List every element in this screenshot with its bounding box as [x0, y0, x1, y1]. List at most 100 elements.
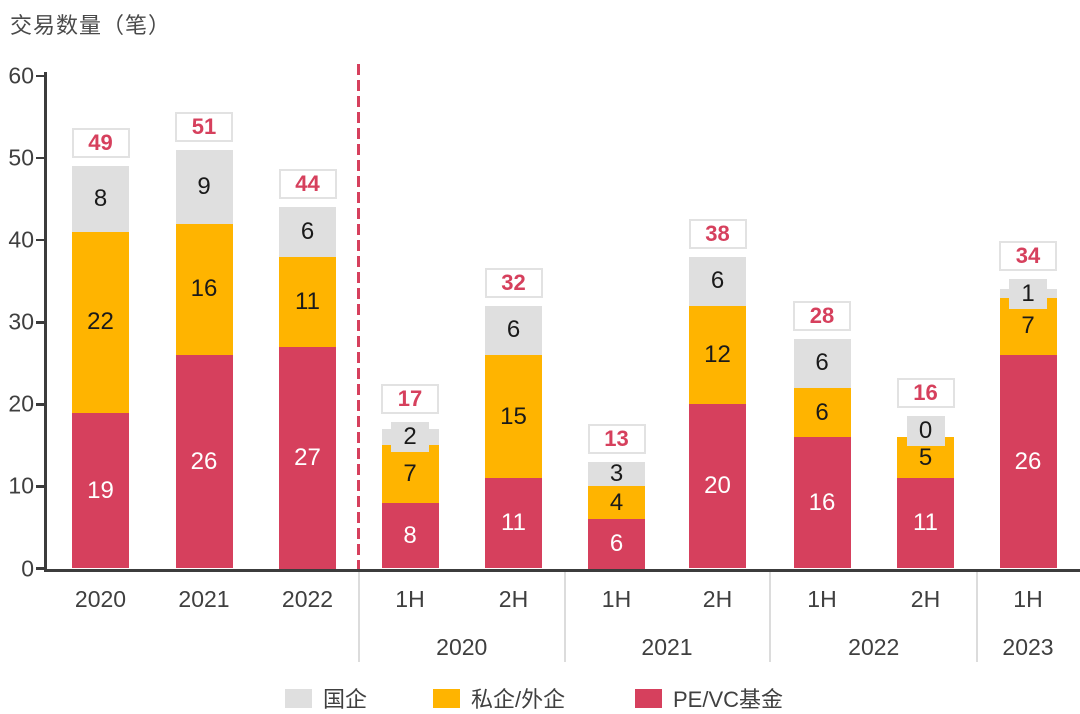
segment-value-label: 27 [294, 443, 321, 471]
segment-value-label: 19 [87, 476, 114, 504]
segment-value-label: 6 [815, 398, 829, 426]
bar-segment-private [381, 445, 439, 503]
x-group-year-label: 2020 [436, 634, 488, 660]
total-value-box: 44 [278, 169, 337, 200]
segment-value-label: 16 [190, 275, 218, 303]
y-tick-mark [36, 321, 44, 324]
bar-segment-private [72, 231, 129, 413]
x-category-label: 2H [910, 586, 941, 612]
segment-value-label: 11 [295, 287, 320, 315]
segment-value-label: 6 [710, 267, 725, 295]
x-axis-line [44, 568, 1080, 572]
x-category-label: 1H [601, 586, 632, 612]
segment-value-label: 11 [501, 509, 526, 537]
small-segment-badge: 1 [1009, 278, 1047, 309]
y-tick-label: 20 [8, 390, 34, 417]
bar-segment-private [175, 223, 233, 356]
x-category-label: 2021 [178, 586, 230, 612]
legend-swatch-icon [635, 688, 662, 708]
bar-segment-private [793, 387, 851, 438]
segment-value-label: 3 [609, 460, 624, 488]
legend-item: 国企 [285, 682, 367, 714]
total-value-box: 49 [71, 128, 130, 159]
y-tick-label: 50 [8, 144, 34, 171]
x-category-label: 1H [807, 586, 837, 612]
legend-item: PE/VC基金 [635, 682, 783, 714]
legend-swatch-icon [433, 688, 460, 708]
segment-value-label: 26 [1014, 447, 1042, 475]
x-group-separator [768, 572, 771, 662]
segment-value-label: 6 [506, 316, 521, 344]
x-group-separator [564, 572, 566, 662]
x-category-label: 2022 [281, 586, 334, 612]
legend-swatch-icon [285, 688, 312, 708]
segment-value-label: 11 [913, 509, 938, 537]
total-value-box: 17 [381, 384, 439, 415]
y-tick-mark [36, 567, 44, 570]
y-tick-label: 10 [8, 472, 34, 499]
x-category-label: 1H [395, 586, 425, 612]
y-tick-mark [36, 74, 44, 78]
segment-value-label: 5 [918, 443, 933, 471]
y-tick-mark [36, 485, 44, 488]
y-tick-label: 0 [21, 555, 34, 581]
x-group-year-label: 2022 [848, 634, 900, 660]
total-value-box: 13 [587, 423, 646, 454]
segment-value-label: 8 [93, 185, 108, 213]
bar-segment-pevc [72, 412, 129, 569]
legend: 国企 私企/外企 PE/VC基金 [0, 682, 1080, 712]
y-tick-label: 40 [8, 226, 34, 253]
segment-value-label: 26 [190, 447, 218, 475]
y-tick-label: 30 [8, 308, 34, 335]
total-value-box: 28 [793, 300, 851, 331]
x-group-separator [975, 572, 978, 662]
bar-segment-private [588, 486, 645, 520]
y-tick-mark [36, 238, 44, 242]
x-category-label: 2H [702, 586, 733, 612]
bar-segment-pevc [175, 355, 233, 569]
bar-segment-private [689, 305, 746, 405]
segment-value-label: 9 [197, 172, 211, 200]
segment-value-label: 6 [815, 349, 829, 377]
total-value-box: 16 [896, 378, 955, 409]
y-axis-line [44, 72, 47, 572]
bar-segment-pevc [793, 437, 851, 569]
bar-segment-pevc [485, 478, 542, 569]
x-category-label: 2020 [74, 586, 127, 612]
segment-value-label: 4 [609, 488, 624, 516]
x-group-year-label: 2023 [1002, 634, 1054, 660]
bar-segment-soe [279, 207, 336, 257]
bar-segment-soe [588, 461, 645, 487]
annual-halfyear-divider [357, 64, 361, 569]
legend-label: 国企 [323, 687, 368, 712]
bar-segment-soe [485, 305, 542, 356]
x-category-label: 2H [498, 586, 529, 612]
segment-value-label: 16 [808, 488, 836, 516]
segment-value-label: 6 [609, 529, 624, 557]
bar-segment-soe [72, 166, 129, 232]
legend-item: 私企/外企 [433, 682, 565, 714]
bar-segment-soe [793, 338, 851, 388]
y-tick-label: 60 [8, 62, 34, 89]
bar-segment-pevc [588, 519, 645, 569]
x-group-year-label: 2021 [641, 634, 693, 660]
bar-segment-pevc [999, 355, 1057, 569]
segment-value-label: 22 [87, 308, 114, 336]
y-tick-mark [36, 156, 44, 160]
small-segment-badge: 0 [906, 416, 945, 447]
bar-segment-pevc [381, 502, 439, 569]
total-value-box: 38 [688, 218, 747, 249]
y-tick-mark [36, 403, 44, 406]
total-value-box: 51 [175, 111, 233, 142]
bar-segment-pevc [279, 346, 336, 569]
total-value-box: 32 [484, 267, 543, 298]
bar-segment-soe [689, 256, 746, 306]
segment-value-label: 7 [403, 460, 417, 488]
segment-value-label: 7 [1021, 312, 1035, 340]
bar-segment-private [279, 256, 336, 347]
segment-value-label: 15 [500, 402, 527, 430]
segment-value-label: 20 [704, 472, 731, 500]
x-group-separator [357, 572, 360, 662]
legend-label: 私企/外企 [471, 687, 566, 712]
